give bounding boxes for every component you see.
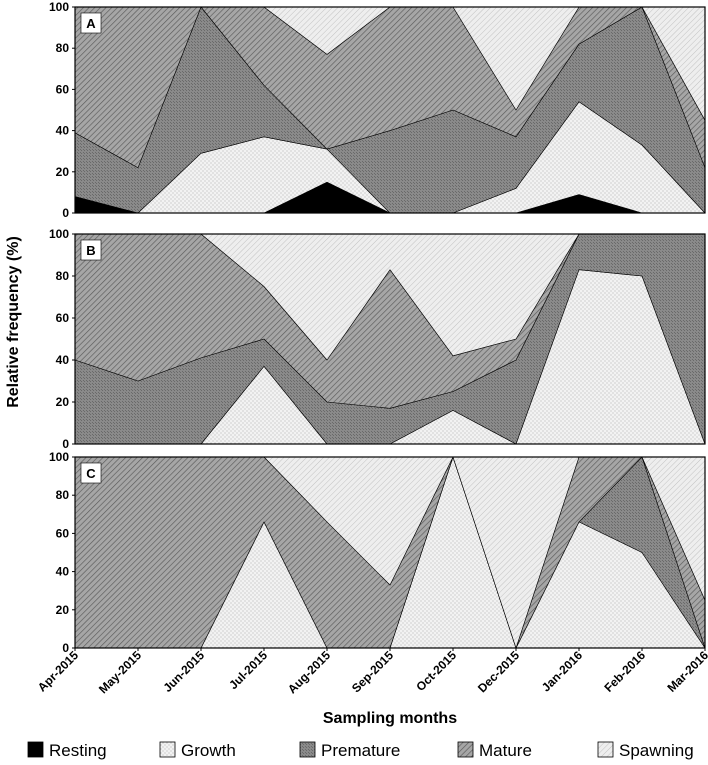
x-tick-label: Jan-2016 — [539, 648, 585, 694]
y-tick-label: 0 — [62, 437, 69, 451]
y-tick-label: 80 — [56, 269, 70, 283]
y-tick-label: 0 — [62, 641, 69, 655]
y-tick-label: 100 — [49, 450, 69, 464]
x-tick-label: May-2015 — [96, 648, 144, 696]
panel-label-c: C — [86, 466, 96, 481]
panel-label-box-a — [80, 12, 102, 34]
panel-label-box-b — [80, 239, 102, 261]
y-tick-label: 40 — [56, 353, 70, 367]
panel-a: A — [74, 6, 706, 214]
y-tick-label: 20 — [56, 165, 70, 179]
legend-swatch-spawning — [597, 741, 614, 758]
x-tick-label: Apr-2015 — [35, 648, 81, 694]
legend-swatch-mature — [457, 741, 474, 758]
panel-label-b: B — [86, 243, 95, 258]
legend-label-growth: Growth — [181, 741, 236, 760]
y-tick-label: 0 — [62, 206, 69, 220]
panels-group: A B C — [74, 6, 706, 649]
legend-label-mature: Mature — [479, 741, 532, 760]
x-tick-label: Aug-2015 — [285, 648, 333, 696]
y-tick-label: 20 — [56, 603, 70, 617]
y-tick-label: 80 — [56, 488, 70, 502]
legend-swatch-premature — [299, 741, 316, 758]
x-tick-labels: Apr-2015 May-2015 Jun-2015 Jul-2015 Aug-2015… — [35, 648, 708, 696]
y-tick-label: 40 — [56, 124, 70, 138]
x-tick-label: Mar-2016 — [664, 648, 708, 695]
y-tick-label: 80 — [56, 41, 70, 55]
panel-label-a: A — [86, 16, 96, 31]
legend-label-spawning: Spawning — [619, 741, 694, 760]
x-tick-label: Dec-2015 — [475, 648, 522, 695]
plot-frame-b — [74, 233, 706, 445]
x-tick-label: Oct-2015 — [413, 648, 459, 694]
panel-c: C — [74, 456, 706, 649]
y-tick-label: 60 — [56, 82, 70, 96]
legend-label-resting: Resting — [49, 741, 107, 760]
plot-frame-a — [74, 6, 706, 214]
x-tick-label: Jul-2015 — [226, 648, 270, 692]
y-tick-label: 20 — [56, 395, 70, 409]
y-tick-label: 40 — [56, 565, 70, 579]
legend-label-premature: Premature — [321, 741, 400, 760]
y-tick-label: 100 — [49, 227, 69, 241]
x-tick-label: Feb-2016 — [601, 648, 648, 695]
legend: Resting Growth Premature Mature Spawning — [27, 741, 694, 760]
y-tick-label: 100 — [49, 0, 69, 14]
x-axis-title: Sampling months — [323, 710, 457, 727]
x-tick-label: Sep-2015 — [349, 648, 396, 695]
legend-swatch-resting — [27, 741, 44, 758]
panel-label-box-c — [80, 462, 102, 484]
legend-swatch-growth — [159, 741, 176, 758]
panel-b: B — [74, 233, 706, 445]
y-axis-title: Relative frequency (%) — [5, 236, 22, 408]
y-tick-label: 60 — [56, 526, 70, 540]
y-tick-label: 60 — [56, 311, 70, 325]
x-tick-label: Jun-2015 — [160, 648, 207, 695]
